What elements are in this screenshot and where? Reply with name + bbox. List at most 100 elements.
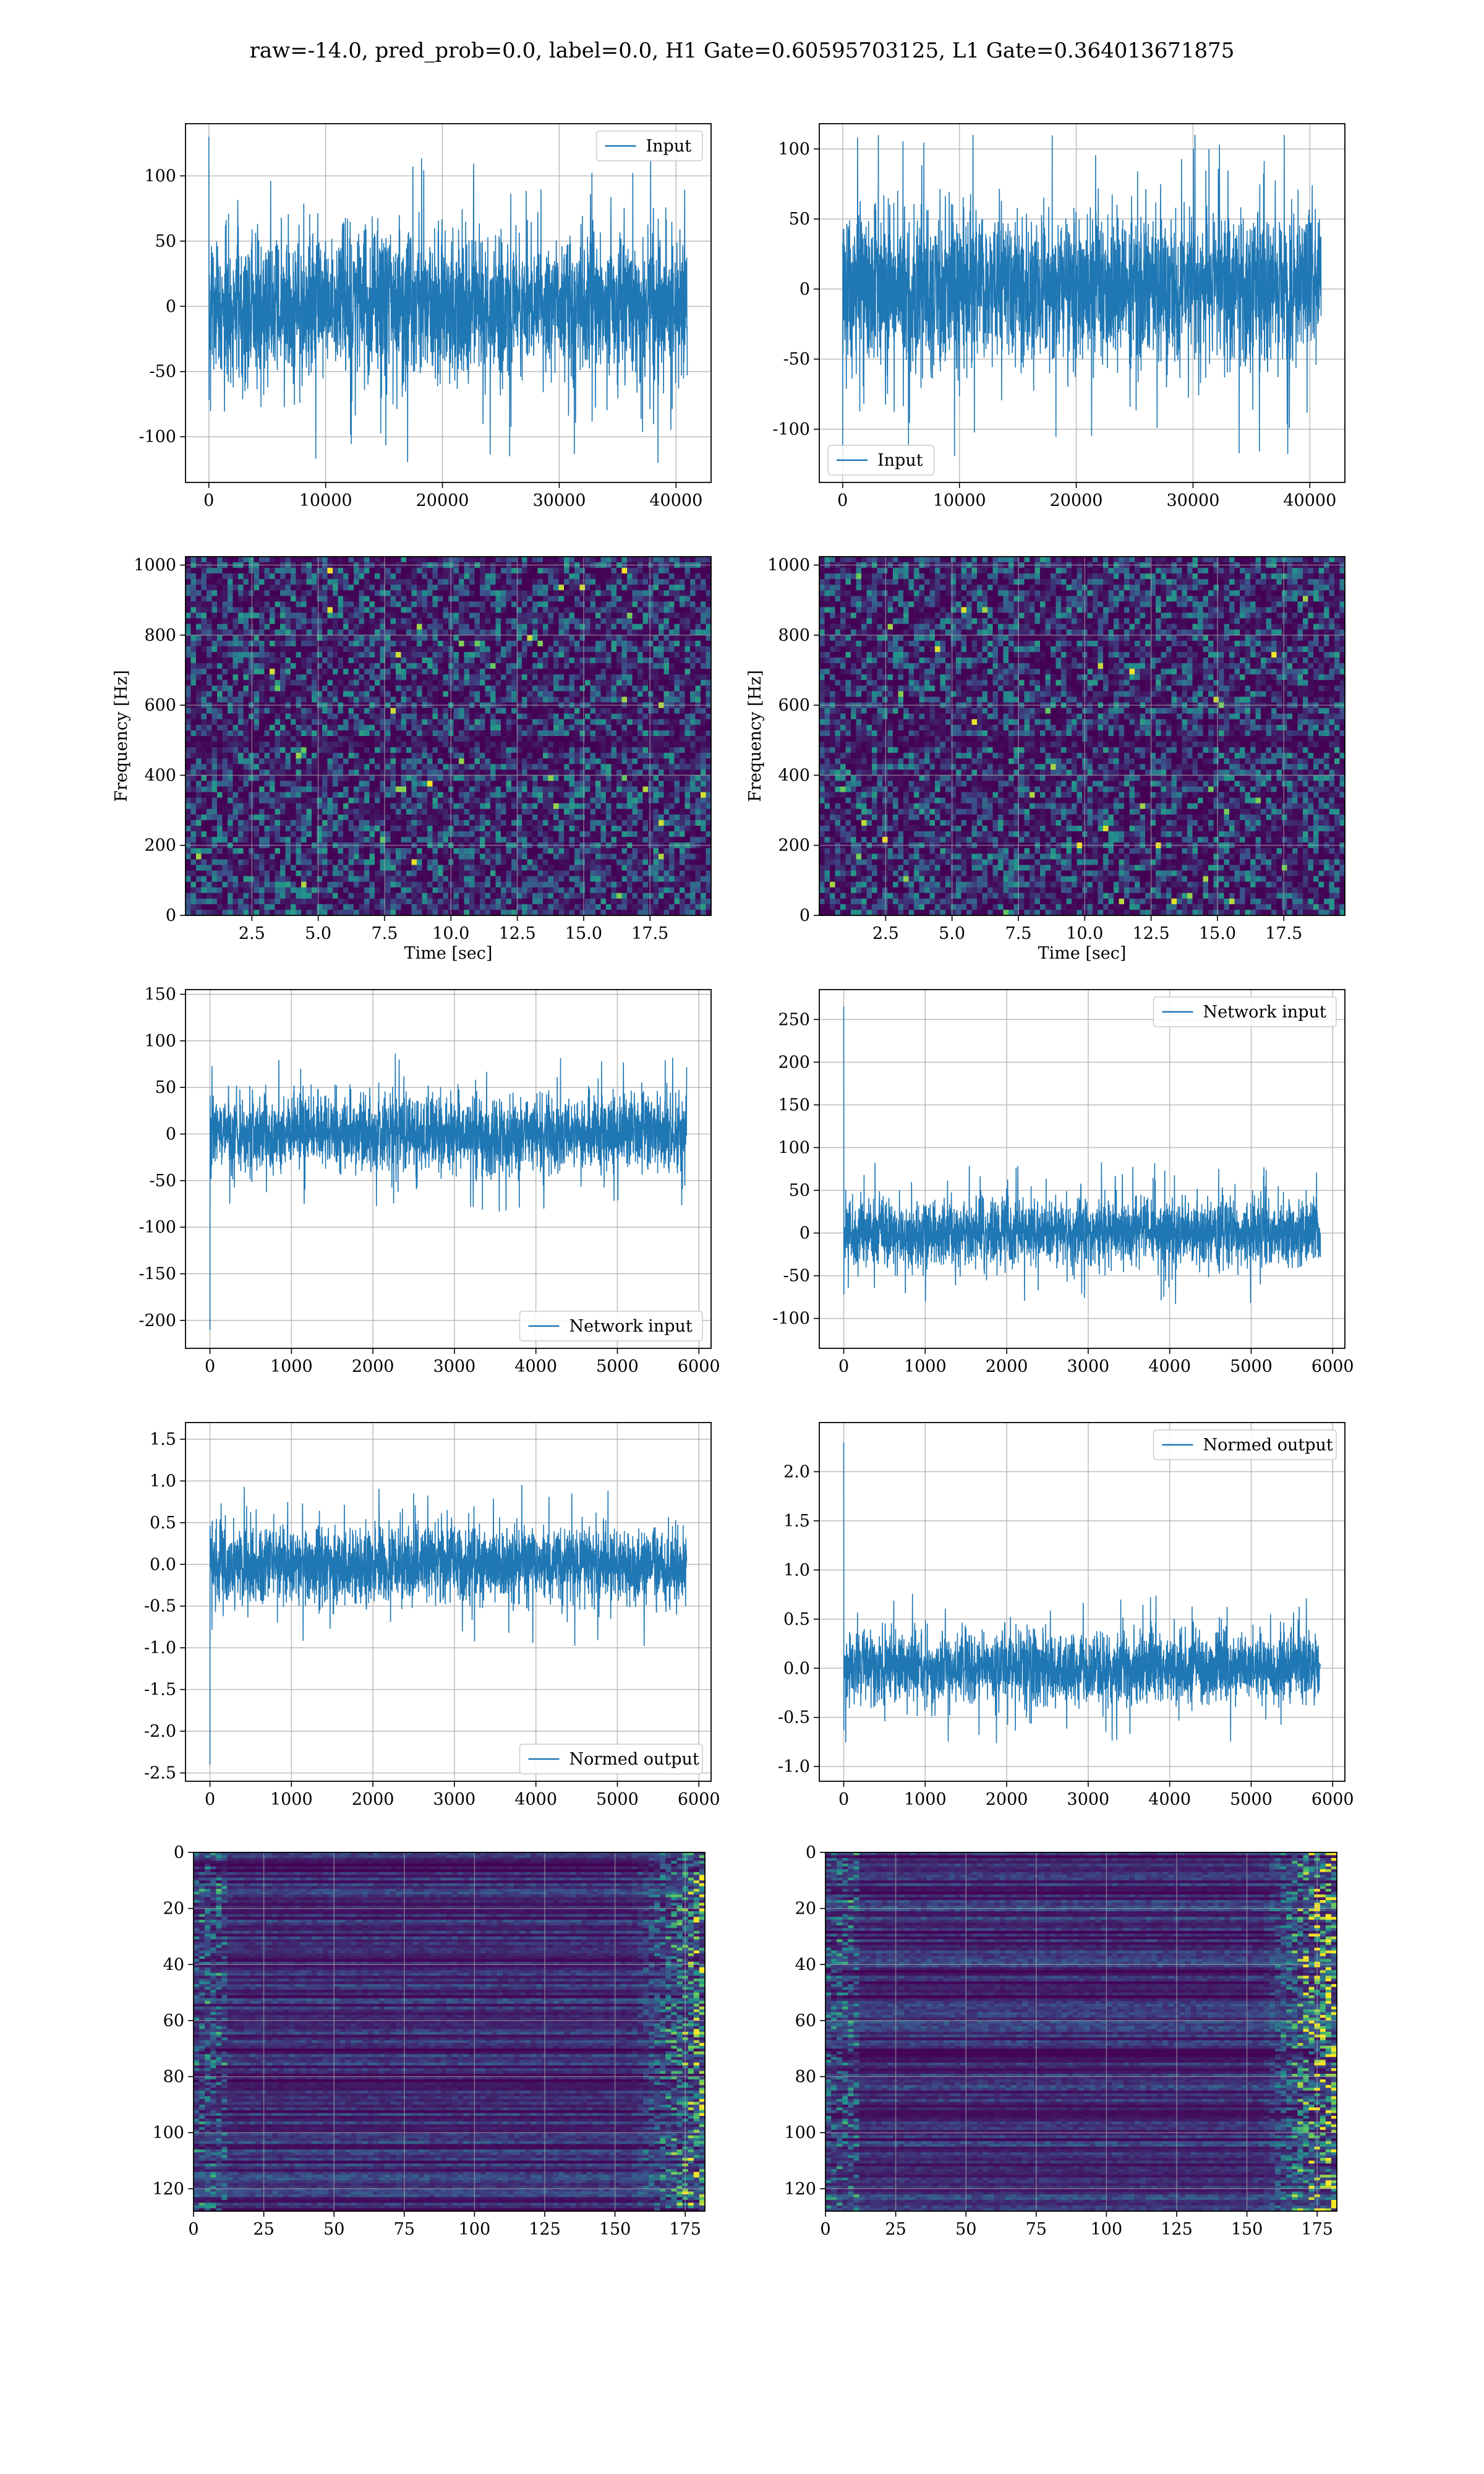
h1-feature-map-xtick-label: 150 [599,2220,631,2239]
h1-normed-output-xtick-label: 2000 [352,1790,394,1809]
h1-spectrogram-ytick-label: 200 [144,836,176,855]
h1-network-input-xtick-label: 5000 [596,1357,639,1376]
l1-network-input-plot-area [819,990,1345,1348]
h1-spectrogram-xtick-label: 7.5 [371,924,398,943]
l1-feature-map-xtick-label: 75 [1026,2220,1047,2239]
h1-normed-output-ytick-label: 0.5 [150,1513,176,1533]
l1-spectrogram-ticks: 2.5 5.0 7.5 10.0 12.5 15.0 17.5 0 200 400 600 800 10… [767,556,1302,943]
l1-network-input-ytick-label: 250 [778,1010,810,1029]
h1-normed-output-legend-label: Normed output [569,1750,699,1769]
h1-normed-output-grid [186,1423,711,1781]
l1-network-input-ticks: 0 1000 2000 3000 4000 5000 6000 -100 -50 0 50 100 15… [772,1010,1354,1376]
l1-network-input-axes-frame [819,989,1345,1349]
h1-spectrogram-xtick-label: 5.0 [305,924,331,943]
h1-feature-map-ytick-label: 0 [174,1843,184,1862]
l1-feature-map-xtick-label: 125 [1161,2220,1193,2239]
h1-spectrogram-axes-frame [185,556,712,916]
h1-spectrogram-ylabel: Frequency [Hz] [112,670,131,802]
l1-input-legend-label: Input [877,451,923,470]
l1-spectrogram-axes-frame [819,556,1345,916]
l1-input-axes-frame [819,123,1345,483]
l1-normed-output-chart: 0 1000 2000 3000 4000 5000 6000 -1.0 -0.5 0.0 0.5 1… [778,1422,1354,1809]
l1-feature-map-ytick-label: 20 [795,1899,816,1919]
l1-spectrogram-chart: 2.5 5.0 7.5 10.0 12.5 15.0 17.5 0 200 400 600 800 10… [746,556,1345,963]
l1-input-ticks: 0 10000 20000 30000 40000 -100 -50 0 50 100 [772,140,1336,510]
h1-spectrogram-ticks: 2.5 5.0 7.5 10.0 12.5 15.0 17.5 0 200 400 600 800 10… [134,556,668,943]
l1-input-xtick-label: 30000 [1166,491,1219,510]
h1-network-input-ytick-label: 50 [155,1078,176,1097]
l1-network-input-legend: Network input [1153,996,1337,1027]
l1-spectrogram-ylabel: Frequency [Hz] [746,670,765,802]
l1-spectrogram-ytick-label: 800 [778,626,810,645]
h1-feature-map-xtick-label: 50 [323,2220,344,2239]
l1-input-xtick-label: 0 [837,491,848,510]
l1-spectrogram-grid [819,557,1345,916]
l1-normed-output-axes-frame [819,1422,1345,1782]
l1-input-xtick-label: 20000 [1050,491,1103,510]
l1-network-input-ytick-label: 0 [800,1224,810,1243]
h1-network-input-ytick-label: -100 [139,1218,176,1237]
l1-normed-output-xtick-label: 4000 [1148,1790,1191,1809]
h1-feature-map-ytick-label: 100 [152,2123,184,2142]
l1-input-legend: Input [827,445,935,476]
l1-feature-map-ytick-label: 40 [795,1955,816,1974]
l1-normed-output-xtick-label: 2000 [986,1790,1028,1809]
l1-input-ytick-label: -50 [783,350,810,369]
h1-normed-output-ytick-label: -0.5 [144,1597,176,1616]
l1-input-chart: 0 10000 20000 30000 40000 -100 -50 0 50 100 Input [772,123,1345,510]
h1-normed-output-chart: 0 1000 2000 3000 4000 5000 6000 -2.5 -2.0 -1.5 -1.… [144,1422,720,1809]
h1-network-input-xtick-label: 2000 [352,1357,394,1376]
h1-spectrogram-ytick-label: 0 [166,906,176,925]
h1-normed-output-ytick-label: 1.5 [150,1430,176,1449]
h1-feature-map-xtick-label: 75 [394,2220,415,2239]
h1-network-input-ytick-label: 100 [144,1032,176,1051]
l1-spectrogram-xtick-label: 2.5 [872,924,899,943]
l1-normed-output-ytick-label: 1.0 [783,1560,810,1580]
h1-spectrogram-xtick-label: 10.0 [432,924,469,943]
h1-network-input-legend: Network input [519,1311,703,1342]
l1-normed-output-legend: Normed output [1153,1429,1337,1460]
h1-network-input-ytick-label: 0 [166,1125,176,1144]
h1-spectrogram-xtick-label: 12.5 [499,924,536,943]
h1-feature-map-ytick-label: 60 [163,2011,184,2031]
h1-input-ticks: 0 10000 20000 30000 40000 -100 -50 0 50 100 [139,166,702,510]
l1-normed-output-ytick-label: 0.0 [783,1659,810,1678]
h1-network-input-xtick-label: 3000 [433,1357,476,1376]
l1-normed-output-ytick-label: 1.5 [783,1512,810,1531]
h1-normed-output-ytick-label: -2.5 [144,1764,176,1783]
h1-feature-map-ytick-label: 80 [163,2068,184,2087]
h1-normed-output-xtick-label: 6000 [678,1790,720,1809]
h1-feature-map-xtick-label: 0 [188,2220,198,2239]
l1-network-input-xtick-label: 5000 [1230,1357,1273,1376]
h1-feature-map-chart: 0 25 50 75 100 125 150 175 0 20 40 60 80 100 120 [152,1843,706,2239]
l1-spectrogram-ytick-label: 400 [778,766,810,785]
h1-input-ytick-label: -100 [139,427,176,447]
l1-feature-map-ytick-label: 100 [784,2123,816,2142]
l1-spectrogram-xtick-label: 17.5 [1265,924,1302,943]
l1-feature-map-xtick-label: 25 [885,2220,906,2239]
h1-spectrogram-chart: 2.5 5.0 7.5 10.0 12.5 15.0 17.5 0 200 400 600 800 10… [112,556,712,963]
l1-network-input-chart: 0 1000 2000 3000 4000 5000 6000 -100 -50 0 50 100 15… [772,989,1354,1376]
h1-normed-output-xtick-label: 1000 [270,1790,313,1809]
h1-feature-map-axes-frame [193,1852,706,2212]
h1-normed-output-plot-area [186,1423,711,1781]
h1-feature-map-xtick-label: 125 [529,2220,561,2239]
l1-network-input-ytick-label: 100 [778,1138,810,1157]
l1-feature-map-xtick-label: 175 [1301,2220,1333,2239]
l1-spectrogram-ytick-label: 200 [778,836,810,855]
h1-normed-output-xtick-label: 0 [205,1790,215,1809]
h1-spectrogram-ytick-label: 600 [144,696,176,715]
h1-normed-output-ytick-label: -2.0 [144,1722,176,1741]
l1-normed-output-series-line [843,1442,1321,1744]
h1-input-series-line [208,137,688,463]
l1-feature-map-chart: 0 25 50 75 100 125 150 175 0 20 40 60 80 100 120 [784,1843,1337,2239]
h1-spectrogram-xtick-label: 15.0 [565,924,602,943]
h1-feature-map-ytick-label: 40 [163,1955,184,1974]
l1-feature-map-ytick-label: 120 [784,2180,816,2199]
l1-feature-map-xtick-label: 100 [1091,2220,1123,2239]
l1-feature-map-ytick-label: 0 [806,1843,816,1862]
l1-input-xtick-label: 10000 [933,491,986,510]
l1-feature-map-xtick-label: 50 [955,2220,976,2239]
l1-network-input-xtick-label: 6000 [1311,1357,1354,1376]
